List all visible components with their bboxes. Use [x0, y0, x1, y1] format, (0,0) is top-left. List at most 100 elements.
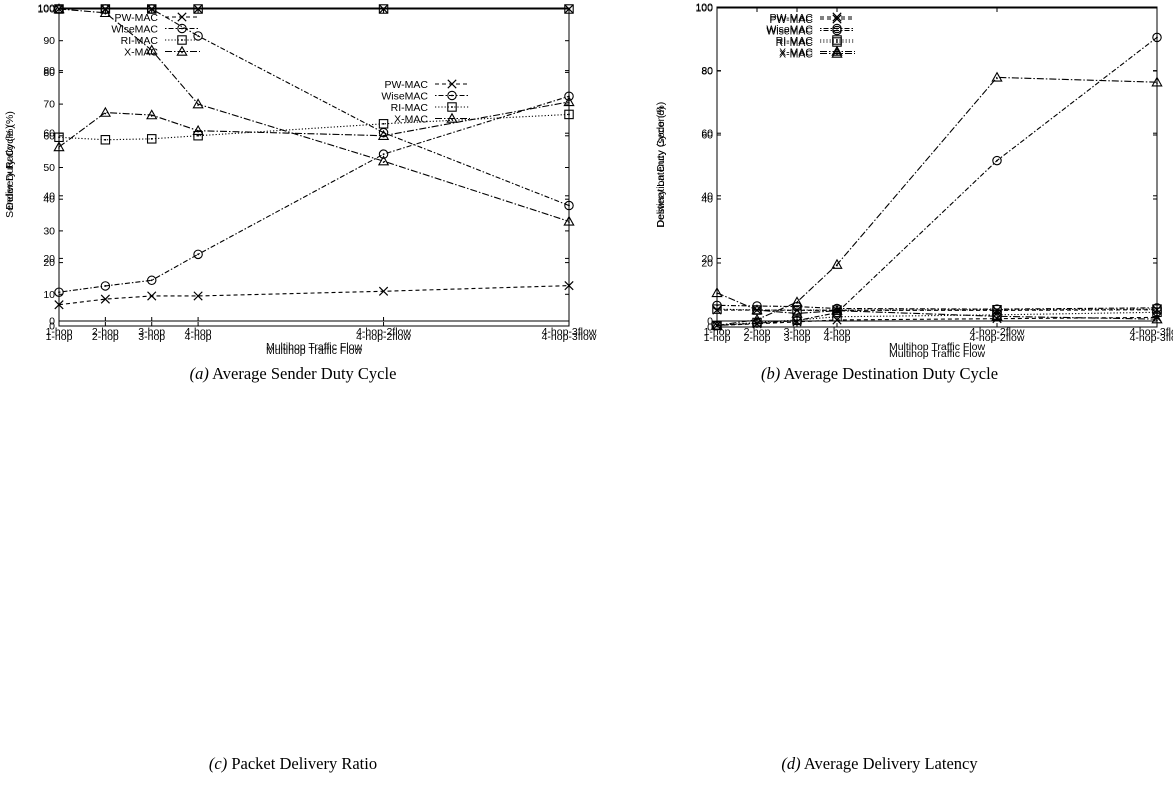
- caption-d-label: (d): [781, 754, 801, 773]
- chart-panel-b: 0 20 40 60 80 100 1-hop 2-hop 3-hop 4-hop 4-hop-2f…: [586, 0, 1173, 392]
- data-point-pw-mac-a: [147, 291, 157, 301]
- y-tick-label-d: 0: [707, 322, 713, 334]
- chart-panel-a: 0 20 40 60 80 100 1-hop 2-hop 3-hop 4-hop 4-hop-2f…: [0, 0, 597, 392]
- data-point-x-mac-a: [99, 106, 112, 117]
- series-line-ri-mac-b: [716, 308, 1158, 311]
- series-line-x-mac-c: [58, 8, 570, 222]
- caption-c-text: Packet Delivery Ratio: [231, 754, 378, 773]
- data-point-ri-mac-a: [146, 134, 157, 144]
- series-x-mac-b: [711, 287, 1163, 324]
- y-tick-label-c: 90: [43, 35, 55, 47]
- y-tick-label-a: 100: [37, 3, 55, 15]
- data-point-wisemac-d: [1152, 32, 1162, 43]
- series-line-pw-mac-d: [716, 316, 1158, 326]
- legend-label-x-mac: X-MAC: [394, 113, 428, 125]
- x-tick-label-d: 3-hop: [784, 332, 811, 344]
- y-axis-label-c: Delivery Ratio (%): [4, 125, 16, 210]
- y-tick-label-b: 20: [701, 253, 713, 265]
- data-point-x-mac-d: [831, 258, 843, 269]
- y-tick-label-c: 50: [43, 162, 55, 174]
- x-tick-label-b: 3-hop: [784, 326, 811, 338]
- data-point-ri-mac-c: [146, 4, 157, 14]
- legend-marker-ri-mac: [177, 35, 187, 45]
- data-point-x-mac-c: [99, 6, 112, 18]
- data-point-ri-mac-a: [100, 135, 111, 145]
- data-point-wisemac-c: [193, 31, 203, 41]
- data-point-ri-mac-d: [992, 310, 1002, 320]
- caption-b-text: Average Destination Duty Cycle: [783, 364, 999, 383]
- x-tick-label-c: 4-hop-3flow: [542, 331, 597, 343]
- legend-marker-pw-mac: [832, 12, 842, 22]
- x-tick-label-c: 4-hop: [185, 331, 212, 343]
- chart-b-svg: 0 20 40 60 80 100 1-hop 2-hop 3-hop 4-hop 4-hop-2f…: [655, 3, 1173, 354]
- legend-label-pw-mac: PW-MAC: [769, 14, 813, 26]
- data-point-pw-mac-d: [1152, 312, 1162, 323]
- data-point-x-mac-d: [1151, 76, 1163, 87]
- series-line-wisemac-b: [716, 304, 1158, 310]
- y-tick-label-c: 100: [37, 4, 55, 16]
- chart-c-svg: 0 10 20 30 40 50 60 70 80 90 100 1-hop 2-hop 3-hop 4-h…: [4, 3, 597, 357]
- y-axis-label-b: Destination Duty Cycle (%): [655, 102, 667, 227]
- caption-a: (a) Average Sender Duty Cycle: [0, 364, 586, 384]
- legend-label-pw-mac: PW-MAC: [114, 12, 158, 24]
- data-point-wisemac-a: [146, 275, 157, 286]
- x-axis-label-d: Multihop Traffic Flow: [889, 348, 986, 360]
- legend-label-wisemac: WiseMAC: [111, 23, 158, 35]
- series-line-x-mac-a: [58, 101, 570, 148]
- x-tick-label-d: 1-hop: [704, 332, 731, 344]
- x-tick-label-c: 1-hop: [46, 331, 73, 343]
- caption-c: (c) Packet Delivery Ratio: [0, 754, 586, 774]
- legend-label-ri-mac: RI-MAC: [776, 37, 814, 49]
- data-point-pw-mac-d: [832, 315, 842, 325]
- x-tick-label-d: 2-hop: [744, 332, 771, 344]
- data-point-x-mac-a: [146, 109, 158, 120]
- series-line-wisemac-a: [58, 95, 570, 293]
- y-tick-label-c: 60: [43, 130, 55, 142]
- y-tick-label-b: 0: [707, 316, 713, 328]
- x-tick-label-c: 3-hop: [138, 331, 165, 343]
- x-tick-label-a: 4-hop-2flow: [356, 326, 411, 338]
- y-tick-label-a: 60: [43, 128, 55, 140]
- y-tick-label-a: 20: [43, 253, 55, 265]
- caption-a-label: (a): [189, 364, 209, 383]
- data-point-x-mac-d: [751, 313, 763, 324]
- series-x-mac-c: [53, 3, 575, 226]
- legend-marker-pw-mac: [832, 14, 842, 24]
- y-tick-label-c: 10: [43, 289, 55, 301]
- x-tick-label-b: 1-hop: [704, 326, 731, 338]
- series-line-wisemac-d: [716, 36, 1158, 326]
- data-point-pw-mac-a: [193, 291, 203, 301]
- caption-a-text: Average Sender Duty Cycle: [212, 364, 397, 383]
- caption-d: (d) Average Delivery Latency: [586, 754, 1173, 774]
- data-point-x-mac-b: [791, 307, 803, 318]
- data-point-x-mac-c: [192, 98, 204, 109]
- x-tick-label-a: 4-hop-3flow: [542, 326, 597, 338]
- legend-label-ri-mac: RI-MAC: [776, 35, 814, 47]
- y-axis-label-d: Delivery Latency (second): [655, 106, 667, 227]
- y-tick-label-b: 100: [695, 3, 713, 15]
- data-point-ri-mac-c: [564, 4, 574, 14]
- data-point-pw-mac-a: [100, 294, 110, 304]
- legend-marker-pw-mac: [447, 79, 457, 89]
- legend-label-pw-mac: PW-MAC: [769, 12, 813, 24]
- series-x-mac-d: [711, 71, 1163, 330]
- data-point-wisemac-a: [100, 281, 111, 291]
- chart-panel-d: 0 20 40 60 80 100 1-hop 2-hop 3-hop 4-hop 4-hop-2f…: [586, 2, 1173, 787]
- y-tick-label-c: 30: [43, 225, 55, 237]
- y-tick-label-d: 40: [701, 194, 713, 206]
- plot-frame-d: [716, 6, 1158, 328]
- data-point-wisemac-c: [378, 127, 389, 138]
- data-point-x-mac-b: [751, 304, 763, 315]
- data-point-x-mac-c: [377, 155, 390, 166]
- data-point-wisemac-a: [378, 149, 389, 159]
- data-point-x-mac-c: [146, 44, 158, 55]
- x-tick-label-b: 2-hop: [744, 326, 771, 338]
- y-tick-label-c: 0: [49, 321, 55, 333]
- x-axis-label-a: Multihop Traffic Flow: [266, 341, 363, 353]
- data-point-ri-mac-b: [992, 304, 1002, 315]
- caption-d-text: Average Delivery Latency: [803, 754, 978, 773]
- y-tick-label-b: 80: [701, 65, 713, 77]
- legend-label-wisemac: WiseMAC: [766, 25, 813, 37]
- y-tick-label-d: 100: [695, 2, 713, 14]
